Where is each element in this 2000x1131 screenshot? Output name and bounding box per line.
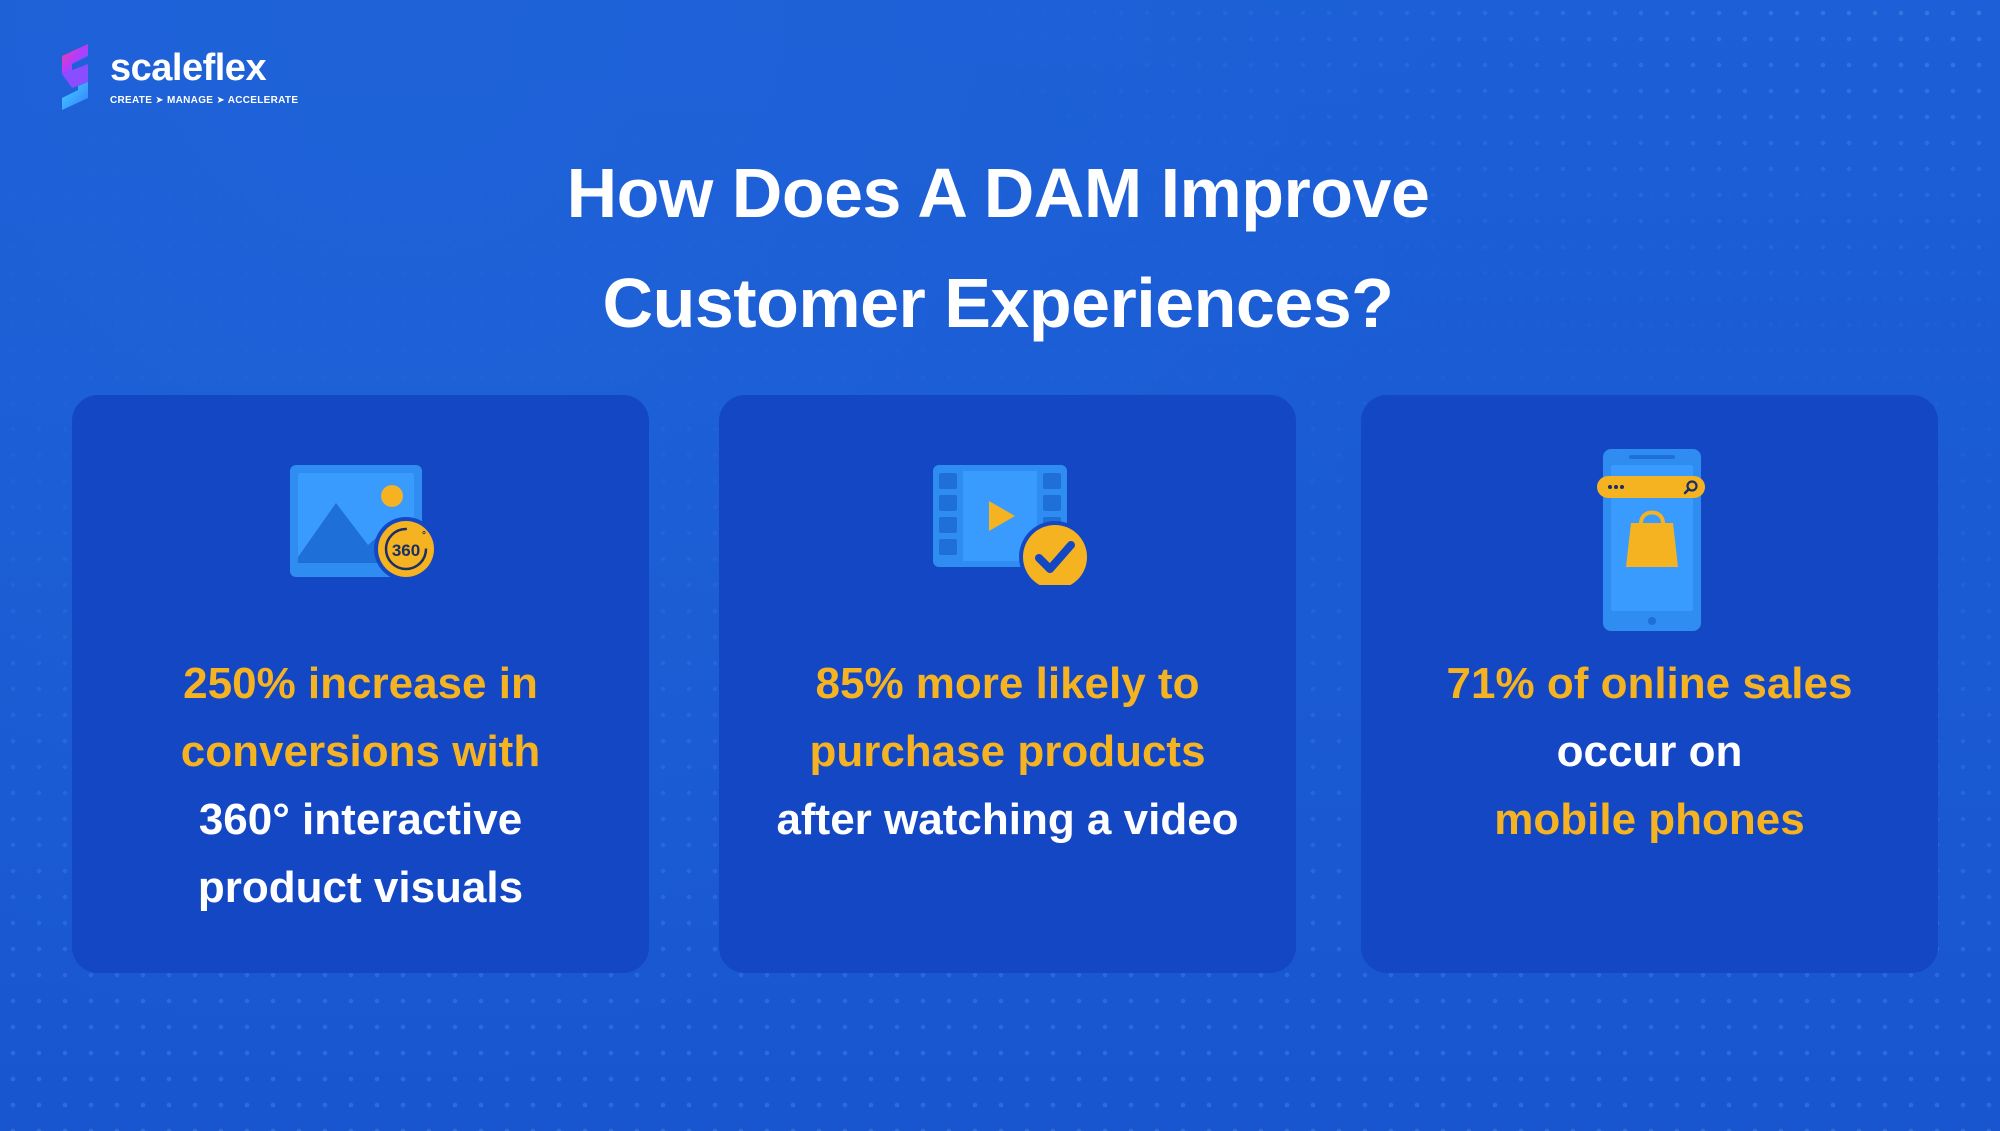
- stat-highlight-line-2: purchase products: [809, 727, 1206, 776]
- stat-text-360: 250% increase in conversions with 360° i…: [72, 650, 649, 922]
- stat-text-mobile: 71% of online sales occur on mobile phon…: [1361, 650, 1938, 854]
- stat-card-mobile: 71% of online sales occur on mobile phon…: [1361, 395, 1938, 973]
- video-check-icon: [932, 465, 1091, 585]
- stat-highlight-line-2: mobile phones: [1494, 795, 1805, 844]
- stat-highlight-line-2: conversions with: [180, 727, 541, 776]
- page-title-line-2: Customer Experiences?: [602, 264, 1394, 342]
- badge-360-text: 360: [391, 541, 419, 560]
- scaleflex-logo[interactable]: scaleflex CREATE ➤ MANAGE ➤ ACCELERATE: [58, 42, 298, 112]
- stat-plain-line-2: product visuals: [197, 863, 524, 912]
- brand-name: scaleflex: [110, 46, 267, 89]
- stat-highlight-line-1: 71% of online sales: [1446, 659, 1853, 708]
- stat-text-video: 85% more likely to purchase products aft…: [719, 650, 1296, 854]
- stat-highlight-line-1: 85% more likely to: [815, 659, 1200, 708]
- dot-pattern-top-right: [900, 0, 2000, 420]
- image-360-icon: 360 °: [289, 465, 438, 581]
- brand-tagline: CREATE ➤ MANAGE ➤ ACCELERATE: [110, 94, 299, 106]
- page-title-line-1: How Does A DAM Improve: [566, 154, 1430, 232]
- page-title: How Does A DAM Improve Customer Experien…: [0, 138, 2000, 358]
- scaleflex-logo-icon: [62, 44, 88, 110]
- stat-card-360: 360 ° 250% increase in conversions with …: [72, 395, 649, 973]
- stat-card-video: 85% more likely to purchase products aft…: [719, 395, 1296, 973]
- stat-plain-line-1: occur on: [1556, 727, 1743, 776]
- stat-plain-line-1: 360° interactive: [198, 795, 523, 844]
- svg-text:°: °: [422, 530, 426, 541]
- stat-highlight-line-1: 250% increase in: [183, 659, 538, 708]
- mobile-shopping-icon: [1596, 449, 1705, 631]
- stat-plain-line-1: after watching a video: [776, 795, 1239, 844]
